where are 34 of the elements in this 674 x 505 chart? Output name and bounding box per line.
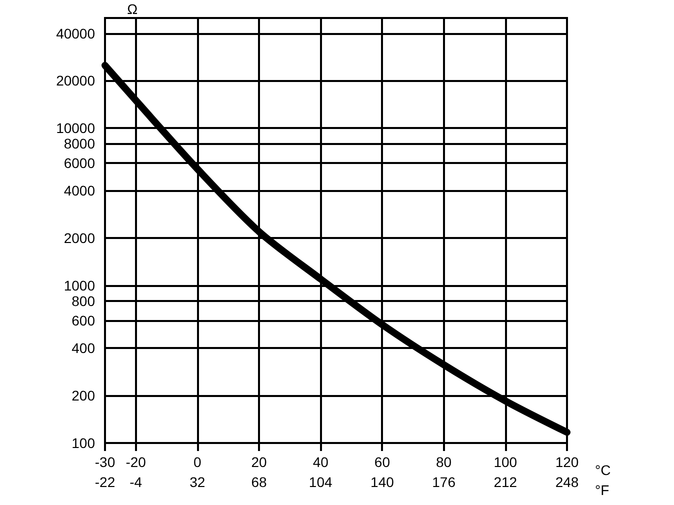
y-tick-label: 8000 (64, 135, 96, 152)
y-tick-label: 600 (72, 312, 96, 328)
x2-tick-label: 32 (190, 474, 206, 490)
x-tick-label: 60 (374, 454, 390, 470)
x2-axis-title: °F (595, 482, 610, 498)
x2-tick-label: 248 (555, 474, 579, 490)
x-tick-label: -30 (94, 454, 116, 470)
x-tick-label: 40 (312, 454, 329, 470)
x2-tick-label: 176 (432, 474, 456, 490)
y-tick-label: 10000 (56, 120, 96, 136)
y-tick-label: 6000 (64, 155, 96, 171)
y-tick-label: 200 (72, 388, 96, 404)
x-tick-label: 20 (251, 454, 267, 470)
x-tick-label: 120 (555, 454, 579, 470)
y-tick-label: 1000 (64, 278, 96, 294)
x2-tick-label: 140 (370, 474, 394, 490)
y-tick-label: 20000 (56, 72, 96, 89)
y-tick-label: 800 (72, 292, 96, 309)
x2-tick-label: -22 (94, 474, 116, 490)
x-tick-label: 80 (436, 454, 452, 470)
x-tick-label: -20 (126, 454, 146, 470)
y-axis-title: Ω (127, 1, 138, 17)
y-tick-label: 2000 (64, 230, 96, 246)
y-tick-label: 40000 (56, 25, 96, 42)
x2-tick-label: 68 (251, 474, 267, 490)
y-tick-label: 400 (72, 340, 96, 356)
x-axis-title: °C (595, 462, 611, 478)
x2-tick-label: -4 (130, 474, 142, 490)
x2-tick-label: 104 (308, 474, 332, 490)
y-tick-label: 100 (72, 435, 96, 451)
x-tick-label: 100 (494, 454, 518, 470)
y-tick-label: 4000 (64, 182, 96, 199)
x-tick-label: 0 (194, 454, 202, 470)
x2-tick-label: 212 (494, 474, 518, 490)
